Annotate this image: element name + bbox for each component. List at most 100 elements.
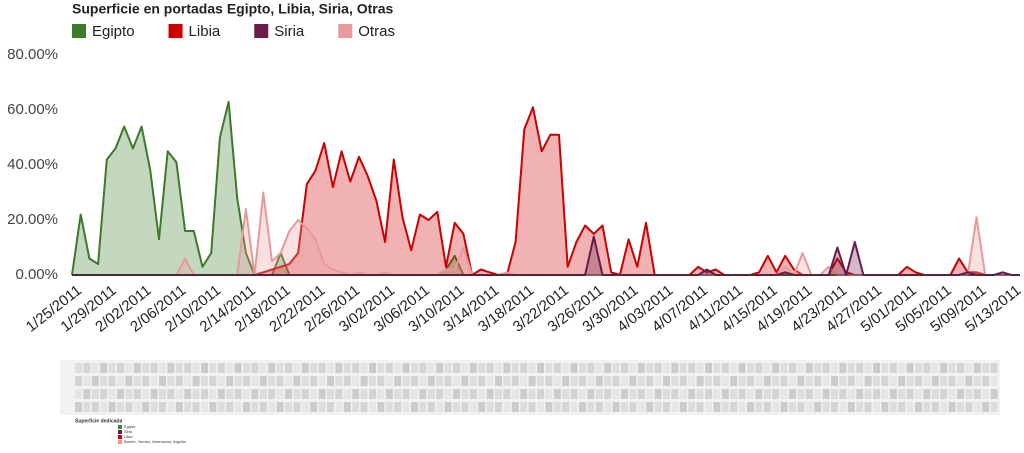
thumbnail-cell: [259, 389, 267, 399]
legend-label: Otras: [358, 23, 395, 40]
thumbnail-cell: [637, 389, 645, 399]
thumbnail-cell: [520, 363, 528, 373]
thumbnail-cell: [427, 402, 435, 412]
thumbnail-cell: [201, 363, 208, 373]
thumbnail-cell: [713, 376, 721, 386]
thumbnail-cell: [763, 363, 771, 373]
thumbnail-cell: [688, 363, 696, 373]
thumbnail-cell: [285, 363, 292, 373]
thumbnail-cell: [948, 376, 956, 386]
thumbnail-cell: [251, 363, 259, 373]
thumbnail-cell: [730, 363, 738, 373]
thumbnail-cell: [570, 389, 578, 399]
thumbnail-cell: [243, 402, 250, 412]
thumbnail-cell: [117, 376, 124, 386]
thumbnail-cell: [780, 389, 788, 399]
thumbnail-legend-swatch: [118, 435, 122, 439]
thumbnail-legend-label: Egipto: [124, 424, 136, 429]
thumbnail-cell: [730, 402, 738, 412]
thumbnail-cell: [511, 402, 519, 412]
thumbnail-cell: [906, 363, 914, 373]
thumbnail-cell: [453, 389, 460, 399]
thumbnail-cell: [201, 389, 208, 399]
thumbnail-cell: [268, 402, 276, 412]
thumbnail-cell: [385, 402, 393, 412]
thumbnail-cell: [553, 402, 561, 412]
thumbnail-cell: [369, 376, 376, 386]
thumbnail-cell: [965, 402, 973, 412]
thumbnail-cell: [133, 376, 141, 386]
thumbnail-cell: [814, 363, 822, 373]
thumbnail-cell: [184, 363, 192, 373]
thumbnail-cell: [318, 376, 326, 386]
thumbnail-cell: [831, 402, 838, 412]
thumbnail-cell: [579, 389, 586, 399]
thumbnail-cell: [923, 363, 931, 373]
thumbnail-cell: [75, 363, 82, 373]
thumbnail-cell: [789, 376, 796, 386]
thumbnail-cell: [125, 389, 133, 399]
thumbnail-cell: [234, 402, 242, 412]
thumbnail-cell: [990, 402, 998, 412]
thumbnail-cell: [117, 389, 124, 399]
thumbnail-cell: [822, 363, 830, 373]
thumbnail-cell: [192, 376, 200, 386]
thumbnail-cell: [192, 402, 200, 412]
thumbnail-cell: [931, 402, 939, 412]
thumbnail-cell: [545, 402, 553, 412]
thumbnail-cell: [461, 376, 469, 386]
thumbnail-cell: [789, 389, 796, 399]
thumbnail-cell: [873, 402, 880, 412]
thumbnail-cell: [293, 402, 301, 412]
area: [72, 101, 1020, 275]
thumbnail-cell: [847, 376, 855, 386]
thumbnail-cell: [671, 363, 679, 373]
thumbnail-cell: [679, 389, 687, 399]
thumbnail-cell: [713, 363, 721, 373]
thumbnail-cell: [411, 402, 418, 412]
thumbnail-cell: [705, 363, 712, 373]
legend-label: Siria: [274, 23, 305, 40]
thumbnail-cell: [444, 376, 452, 386]
thumbnail-cell: [612, 376, 620, 386]
thumbnail-cell: [226, 402, 234, 412]
thumbnail-cell: [201, 376, 208, 386]
thumbnail-cell: [209, 376, 217, 386]
thumbnail-cell: [688, 389, 696, 399]
legend-swatch: [338, 24, 353, 38]
thumbnail-cell: [159, 402, 166, 412]
thumbnail-cell: [411, 363, 418, 373]
thumbnail-cell: [394, 363, 402, 373]
thumbnail-cell: [587, 389, 595, 399]
thumbnail-cell: [537, 363, 544, 373]
thumbnail-cell: [100, 389, 108, 399]
thumbnail-cell: [772, 363, 780, 373]
thumbnail-cell: [545, 389, 553, 399]
thumbnail-cell: [184, 389, 192, 399]
thumbnail-cell: [705, 376, 712, 386]
thumbnail-cell: [91, 402, 99, 412]
thumbnail-cell: [805, 363, 813, 373]
thumbnail-cell: [831, 363, 838, 373]
thumbnail-cell: [192, 363, 200, 373]
y-tick-label: 40.00%: [7, 156, 58, 173]
thumbnail-cell: [604, 363, 612, 373]
thumbnail-cell: [226, 376, 234, 386]
thumbnail-cell: [847, 389, 855, 399]
thumbnail-cell: [276, 363, 284, 373]
thumbnail-cell: [377, 389, 385, 399]
thumbnail-cell: [243, 363, 250, 373]
thumbnail-cell: [864, 363, 872, 373]
thumbnail-cell: [251, 389, 259, 399]
thumbnail-cell: [209, 389, 217, 399]
thumbnail-cell: [528, 363, 536, 373]
thumbnail-cell: [637, 402, 645, 412]
thumbnail-cell: [402, 402, 410, 412]
thumbnail-cell: [957, 402, 964, 412]
thumbnail-cell: [234, 389, 242, 399]
thumbnail-cell: [360, 363, 368, 373]
thumbnail-cell: [839, 376, 847, 386]
thumbnail-cell: [881, 376, 889, 386]
thumbnail-cell: [352, 402, 360, 412]
thumbnail-cell: [528, 389, 536, 399]
